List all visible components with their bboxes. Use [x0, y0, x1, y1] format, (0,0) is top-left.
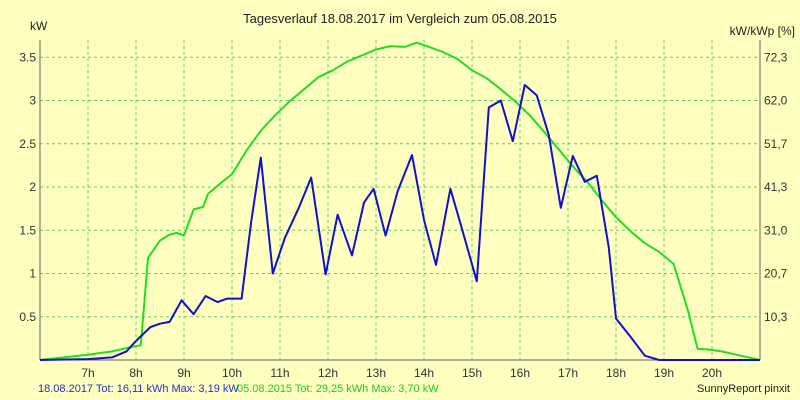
y-tick-label-0: 0.5 [19, 310, 36, 324]
grid-lines [40, 40, 760, 360]
y2-tick-label-4: 51,7 [764, 137, 788, 151]
x-tick-label-3: 10h [222, 366, 242, 380]
x-tick-label-9: 16h [510, 366, 530, 380]
x-tick-label-12: 19h [654, 366, 674, 380]
y-tick-label-1: 1 [29, 267, 36, 281]
y2-tick-label-2: 31,0 [764, 223, 788, 237]
y-axis-label: kW [30, 19, 48, 33]
x-tick-label-2: 9h [177, 366, 190, 380]
x-tick-label-8: 15h [462, 366, 482, 380]
x-tick-label-0: 7h [81, 366, 94, 380]
credit-text: SunnyReport pinxit [697, 383, 790, 395]
x-tick-label-10: 17h [558, 366, 578, 380]
y2-tick-label-3: 41,3 [764, 180, 788, 194]
x-tick-label-13: 20h [702, 366, 722, 380]
series-line-05-08-2015 [39, 41, 761, 361]
y-tick-label-5: 3 [29, 94, 36, 108]
y-tick-label-6: 3.5 [19, 50, 36, 64]
legend-series-2015: 05.08.2015 Tot: 29,25 kWh Max: 3,70 kW [237, 383, 439, 395]
y-tick-label-4: 2.5 [19, 137, 36, 151]
series-line-18-08-2017 [39, 84, 760, 361]
y2-tick-labels: 10,3 20,7 31,0 41,3 51,7 62,0 72,3 [764, 50, 788, 323]
x-tick-label-5: 12h [318, 366, 338, 380]
x-tick-label-7: 14h [414, 366, 434, 380]
chart-title: Tagesverlauf 18.08.2017 im Vergleich zum… [243, 11, 557, 26]
x-tick-label-1: 8h [129, 366, 142, 380]
y-tick-labels: 0.5 1 1.5 2 2.5 3 3.5 [19, 50, 36, 323]
y2-tick-label-5: 62,0 [764, 94, 788, 108]
x-tick-labels: 7h 8h 9h 10h 11h 12h 13h 14h 15h 16h 17h 18h 19h 20h [81, 366, 722, 380]
x-tick-label-11: 18h [606, 366, 626, 380]
y2-tick-label-0: 10,3 [764, 310, 788, 324]
x-tick-label-6: 13h [366, 366, 386, 380]
x-tick-label-4: 11h [270, 366, 289, 380]
legend-series-2017: 18.08.2017 Tot: 16,11 kWh Max: 3,19 kW [38, 383, 239, 395]
y2-tick-label-1: 20,7 [764, 267, 788, 281]
y2-tick-label-6: 72,3 [764, 50, 788, 64]
y2-axis-label: kW/kWp [%] [730, 24, 795, 38]
plot-frame [39, 40, 761, 361]
y-tick-label-2: 1.5 [19, 223, 36, 237]
y-tick-label-3: 2 [29, 180, 36, 194]
series-lines [39, 41, 761, 361]
